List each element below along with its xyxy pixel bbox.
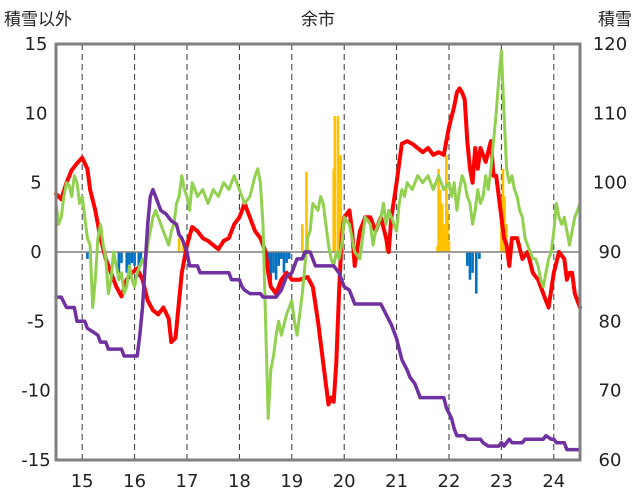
bar-3-16	[445, 154, 448, 252]
bar-4-5	[130, 252, 134, 264]
bar-4-2	[120, 252, 123, 264]
bar-3-18	[447, 240, 451, 252]
right-tick-label: 100	[593, 173, 627, 194]
bar-3-2	[300, 224, 304, 252]
bar-3-17	[446, 210, 449, 252]
bar-3-1	[182, 243, 185, 252]
right-axis-ticks: 120 110 100 90 80 70 60	[593, 34, 627, 471]
line-series-1	[54, 49, 582, 420]
bar-3-21	[503, 196, 506, 252]
x-tick-label: 16	[123, 471, 146, 492]
line-series	[54, 49, 582, 452]
right-tick-label: 110	[593, 103, 627, 124]
x-tick-label: 17	[176, 471, 199, 492]
bar-3-8	[339, 154, 342, 252]
bar-4-15	[282, 252, 286, 273]
right-tick-label: 80	[599, 311, 622, 332]
bar-3-14	[440, 203, 444, 252]
left-axis-ticks: 15 10 5 0 -5 -10 -15	[21, 34, 50, 471]
bar-4-12	[274, 252, 278, 280]
bar-4-3	[125, 252, 129, 273]
bar-3-6	[333, 116, 337, 253]
left-axis-label: 積雪以外	[4, 10, 72, 30]
bar-4-13	[277, 252, 280, 266]
x-tick-label: 18	[228, 471, 251, 492]
bar-3-22	[505, 224, 508, 252]
x-axis-ticks: 15 16 17 18 19 20 21 22 23 24	[71, 471, 566, 492]
bar-3-20	[501, 168, 505, 252]
bar-4-10	[269, 252, 273, 287]
x-tick-label: 24	[542, 471, 565, 492]
bar-3-0	[177, 238, 181, 252]
x-tick-label: 21	[385, 471, 408, 492]
x-tick-label: 22	[438, 471, 461, 492]
bar-4-6	[133, 252, 136, 266]
bar-3-7	[336, 116, 340, 253]
bar-4-16	[285, 252, 288, 264]
line-series-2	[54, 187, 582, 452]
bar-4-0	[86, 252, 89, 259]
left-tick-label: -15	[21, 450, 50, 471]
bar-4-20	[471, 252, 474, 273]
chart-title: 余市	[301, 10, 335, 30]
x-tick-label: 23	[490, 471, 513, 492]
bar-4-11	[272, 252, 275, 273]
bar-4-4	[128, 252, 131, 269]
x-tick-label: 20	[333, 471, 356, 492]
plot-frame	[54, 42, 582, 462]
right-tick-label: 60	[599, 450, 622, 471]
x-tick-label: 15	[71, 471, 94, 492]
bar-3-13	[438, 189, 442, 252]
left-tick-label: 15	[25, 34, 48, 55]
bar-4-19	[468, 252, 472, 280]
left-tick-label: 0	[30, 242, 41, 263]
bar-4-18	[466, 252, 469, 266]
right-tick-label: 120	[593, 34, 627, 55]
left-tick-label: -5	[27, 311, 45, 332]
bar-3-12	[437, 168, 440, 252]
bar-3-15	[442, 224, 446, 252]
bar-4-1	[117, 252, 121, 273]
bar-4-21	[474, 252, 478, 294]
bar-4-22	[478, 252, 481, 259]
left-tick-label: 10	[25, 103, 48, 124]
bar-3-3	[305, 171, 308, 252]
left-tick-label: 5	[30, 173, 41, 194]
x-tick-label: 19	[280, 471, 303, 492]
right-tick-label: 70	[599, 381, 622, 402]
right-axis-label: 積雪	[598, 10, 632, 30]
bar-4-17	[287, 252, 291, 259]
right-tick-label: 90	[599, 242, 622, 263]
left-tick-label: -10	[21, 381, 50, 402]
bar-4-14	[280, 252, 283, 259]
